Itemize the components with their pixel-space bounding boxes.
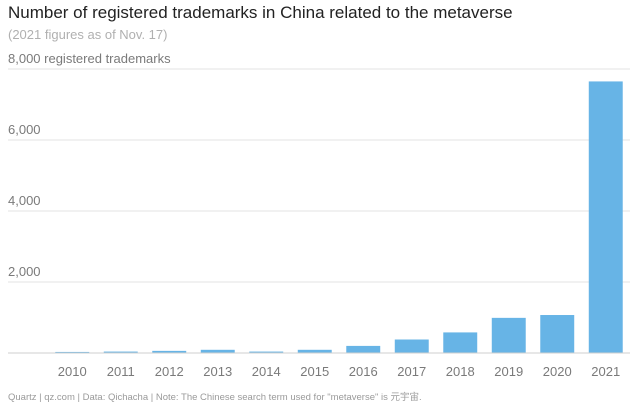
x-tick-label: 2020 [543,364,572,379]
bar [103,351,138,353]
x-tick-label: 2013 [203,364,232,379]
bar [443,332,478,353]
bar [55,351,90,353]
x-tick-label: 2015 [300,364,329,379]
bar [394,339,429,353]
chart-footer: Quartz | qz.com | Data: Qichacha | Note:… [8,392,422,403]
x-tick-label: 2014 [252,364,281,379]
bar [152,350,187,353]
y-tick-label: 4,000 [8,193,41,208]
y-tick-label: 6,000 [8,122,41,137]
chart-subtitle: (2021 figures as of Nov. 17) [8,27,168,42]
bar [540,315,575,353]
x-tick-label: 2012 [155,364,184,379]
bar [200,349,235,353]
bar [297,349,332,353]
x-tick-label: 2011 [107,364,135,379]
bar [346,345,381,353]
x-tick-label: 2018 [446,364,475,379]
bar [588,81,623,354]
chart-title: Number of registered trademarks in China… [8,3,513,22]
bar [249,351,284,353]
y-tick-label: 2,000 [8,264,41,279]
x-tick-label: 2017 [397,364,426,379]
x-tick-label: 2021 [591,364,620,379]
x-tick-label: 2019 [494,364,523,379]
x-tick-label: 2016 [349,364,378,379]
y-axis-top-label: 8,000 registered trademarks [8,51,171,66]
x-tick-label: 2010 [58,364,87,379]
bar [491,317,526,353]
